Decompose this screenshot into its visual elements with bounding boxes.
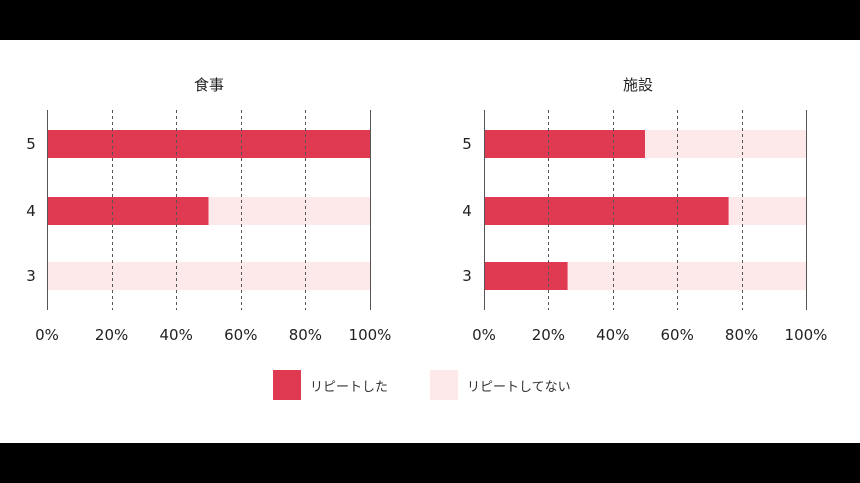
tick-label-food-1: 20% [95, 326, 128, 344]
legend-item-repeat: リピートした [273, 370, 388, 400]
category-label-facility-4: 4 [462, 202, 472, 220]
bar-facility-3-norepeat [567, 262, 806, 290]
bar-facility-4-repeat [484, 197, 729, 225]
bar-food-5-repeat [47, 130, 370, 158]
bar-food-4-norepeat [208, 197, 370, 225]
category-label-food-4: 4 [26, 202, 36, 220]
tick-label-facility-5: 100% [785, 326, 828, 344]
tick-label-facility-1: 20% [532, 326, 565, 344]
category-label-facility-5: 5 [462, 135, 472, 153]
bar-facility-5-norepeat [645, 130, 806, 158]
legend-swatch-norepeat [430, 370, 458, 400]
tick-label-facility-4: 80% [725, 326, 758, 344]
tick-label-food-2: 40% [160, 326, 193, 344]
legend-swatch-repeat [273, 370, 301, 400]
category-label-food-3: 3 [26, 267, 36, 285]
tick-label-facility-0: 0% [472, 326, 496, 344]
tick-label-food-0: 0% [35, 326, 59, 344]
tick-label-facility-2: 40% [596, 326, 629, 344]
chart-title-facility: 施設 [623, 76, 653, 94]
legend-label-norepeat: リピートしてない [467, 379, 571, 395]
bar-food-3-norepeat [47, 262, 370, 290]
bar-facility-4-norepeat [728, 197, 806, 225]
bar-facility-5-repeat [484, 130, 645, 158]
legend-item-norepeat: リピートしてない [430, 370, 571, 400]
legend-label-repeat: リピートした [310, 379, 389, 395]
bar-food-4-repeat [47, 197, 209, 225]
tick-label-food-5: 100% [349, 326, 392, 344]
chart-title-food: 食事 [194, 76, 224, 94]
tick-label-food-4: 80% [289, 326, 322, 344]
category-label-food-5: 5 [26, 135, 36, 153]
category-label-facility-3: 3 [462, 267, 472, 285]
tick-label-facility-3: 60% [661, 326, 694, 344]
bar-facility-3-repeat [484, 262, 568, 290]
tick-label-food-3: 60% [224, 326, 257, 344]
